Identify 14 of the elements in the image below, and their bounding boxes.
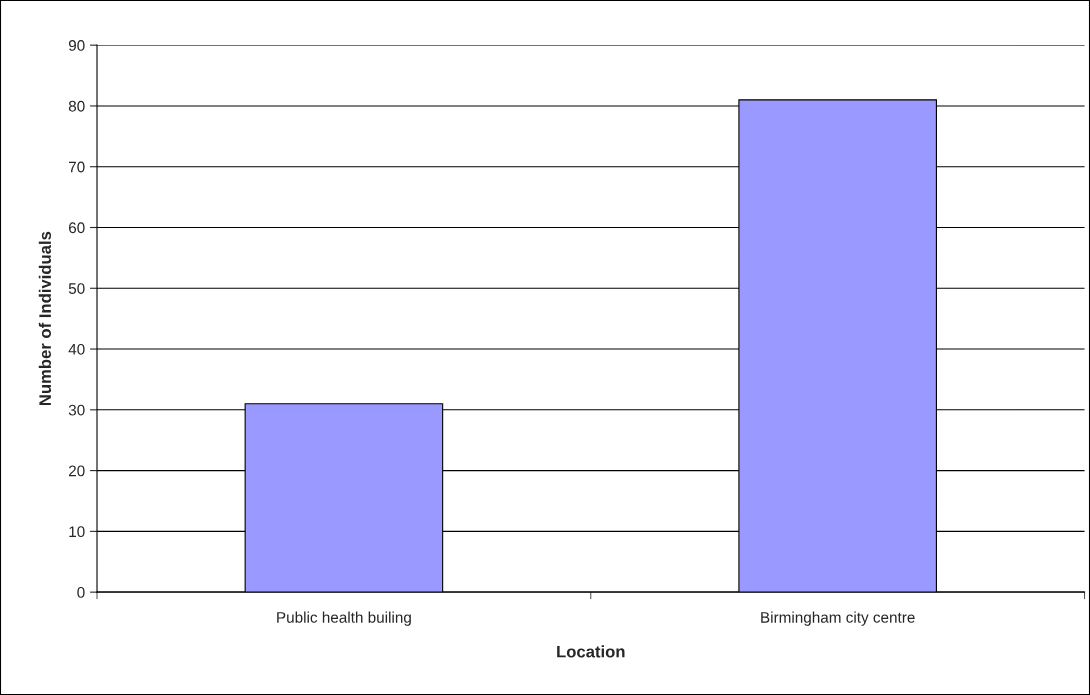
y-tick-label: 60 bbox=[68, 222, 85, 234]
x-axis-title: Location bbox=[557, 645, 625, 658]
y-tick-label: 0 bbox=[77, 587, 85, 598]
y-tick-label: 70 bbox=[69, 161, 85, 173]
y-tick-label: 10 bbox=[69, 526, 85, 538]
y-tick-label: 40 bbox=[68, 343, 85, 355]
y-tick-label: 30 bbox=[68, 404, 85, 416]
x-tick-label: Birmingham city centre bbox=[761, 611, 915, 626]
x-tick-label: Public health builing bbox=[277, 611, 411, 626]
y-tick-label: 50 bbox=[68, 283, 85, 294]
y-tick-label: 20 bbox=[68, 465, 85, 477]
y-tick-label: 80 bbox=[68, 100, 85, 112]
y-axis-title: Number of Individuals bbox=[38, 231, 52, 406]
y-tick-label: 90 bbox=[68, 40, 85, 51]
